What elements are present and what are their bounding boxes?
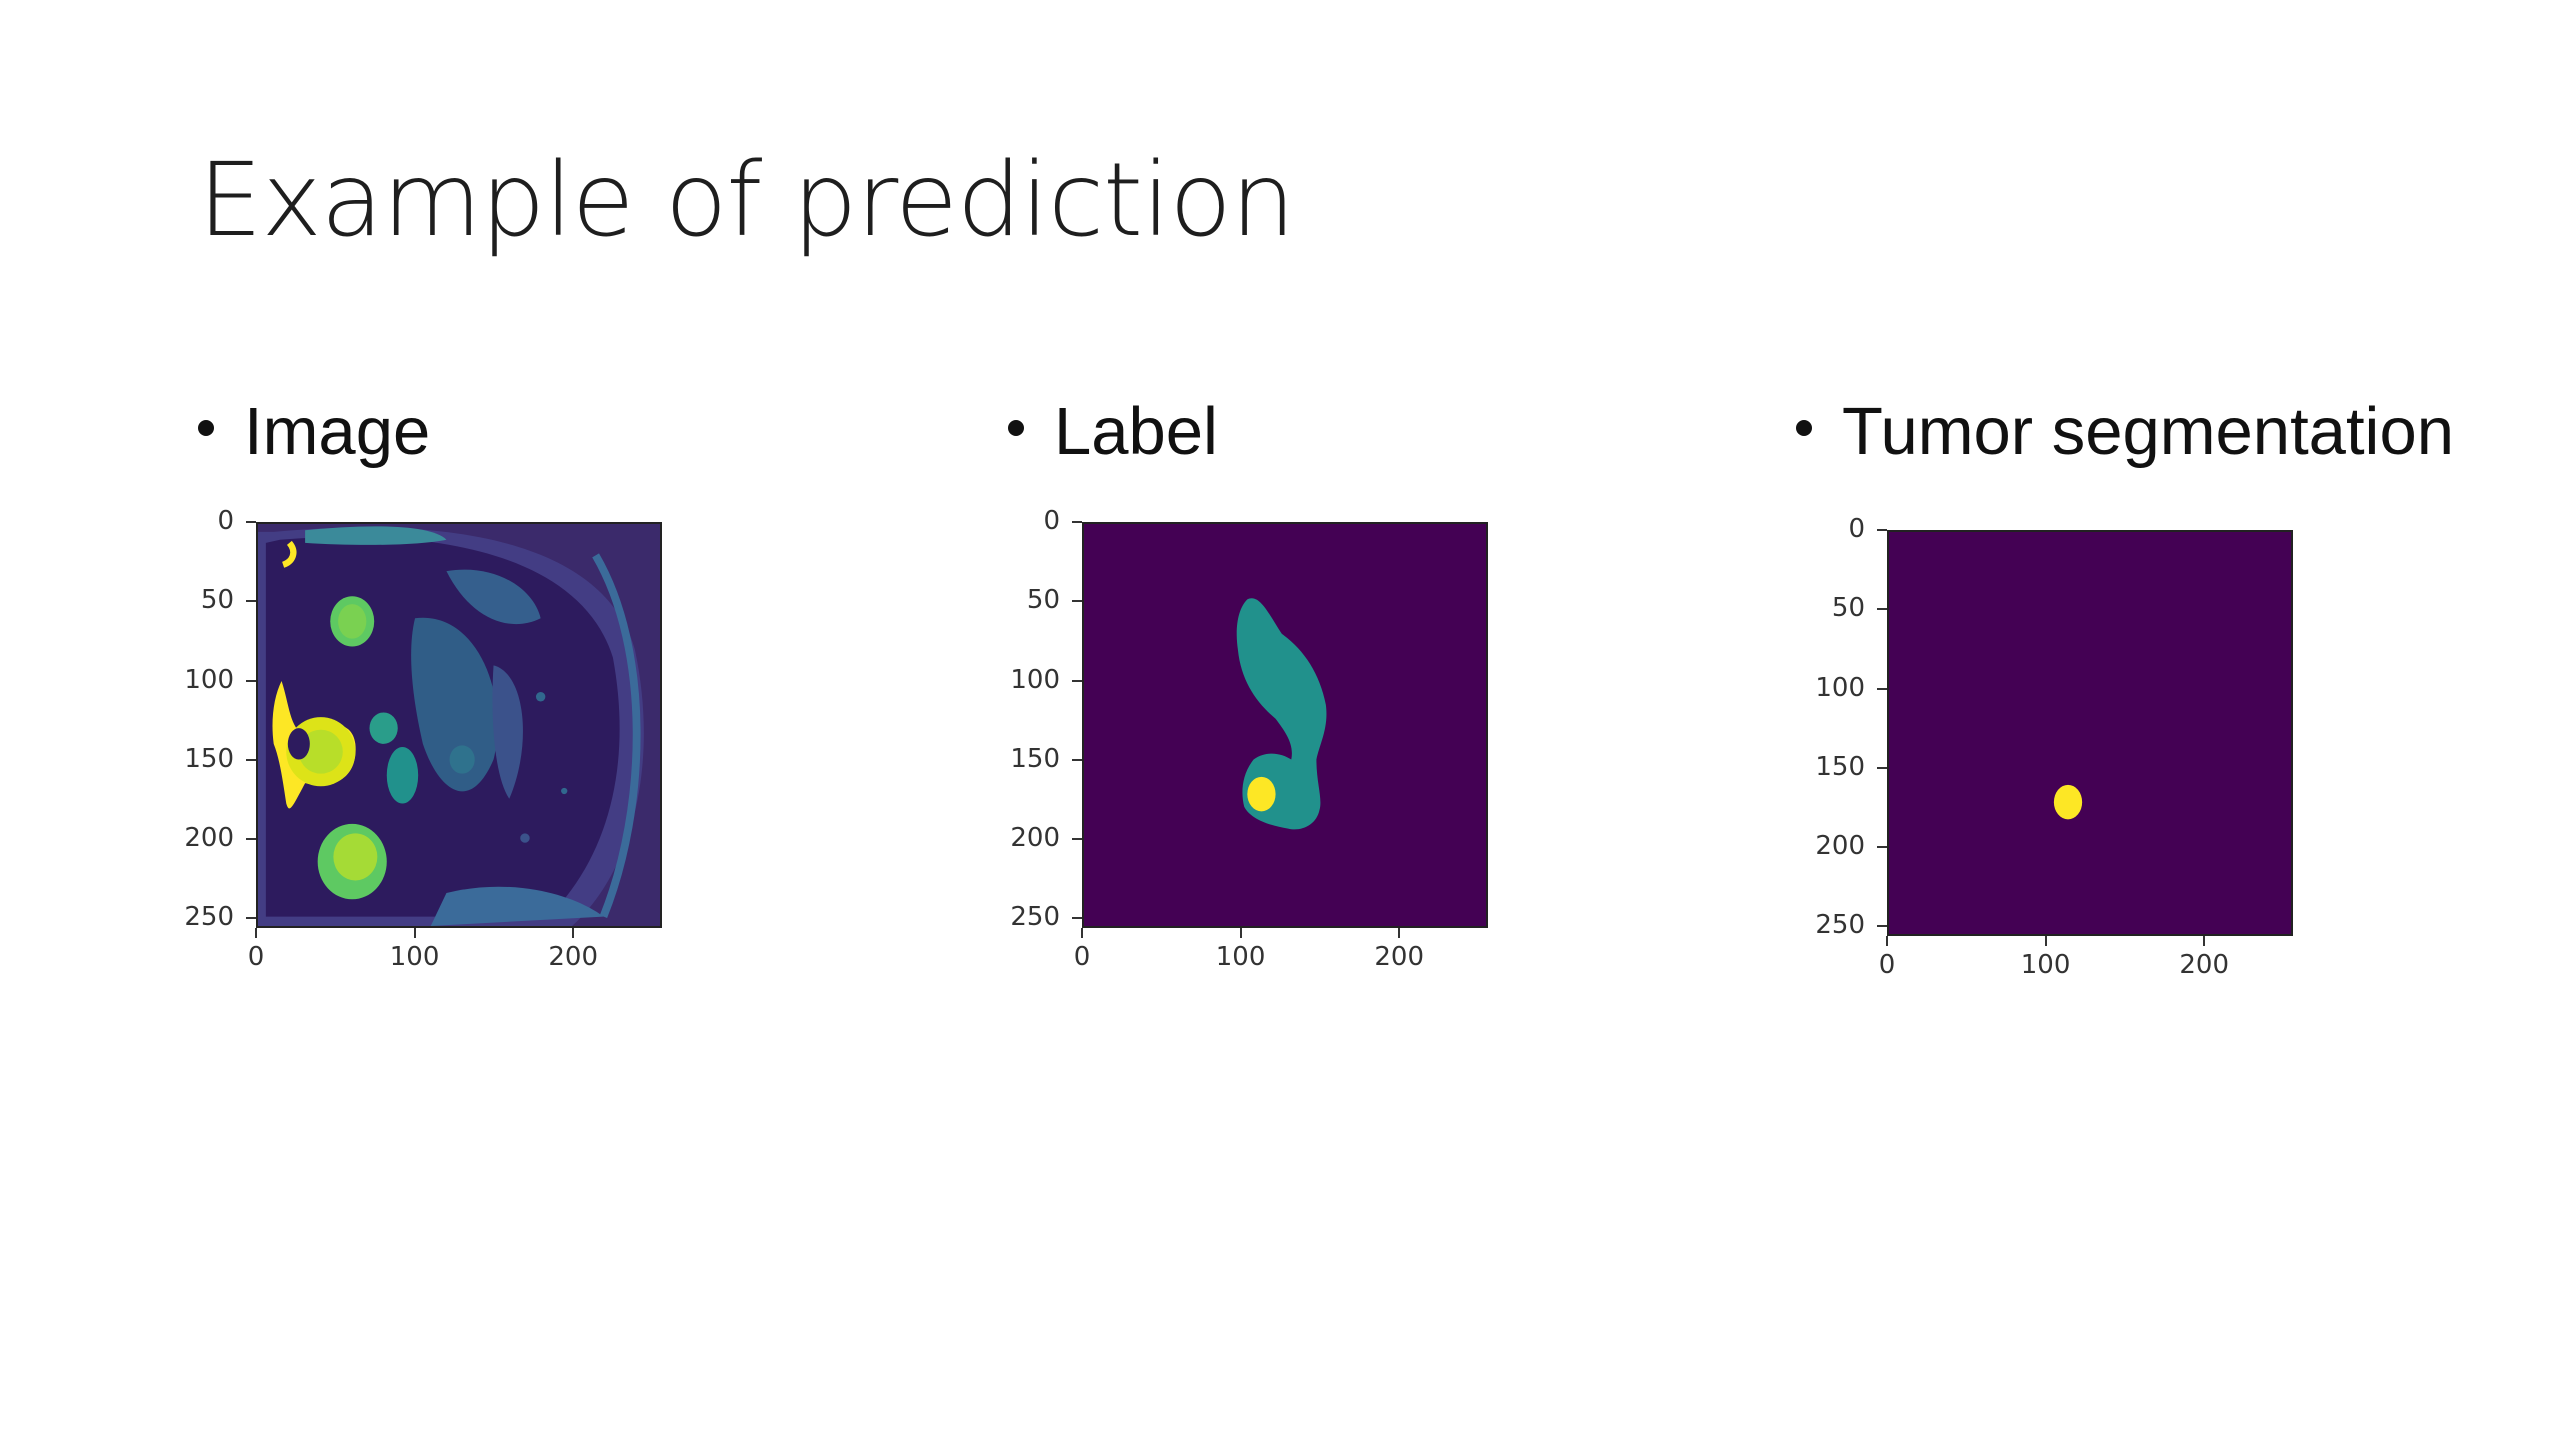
y-tick-mark <box>1072 600 1082 603</box>
slide-title: Example of prediction <box>198 141 1295 260</box>
y-tick-mark <box>1877 766 1887 769</box>
x-tick-mark <box>1886 936 1888 946</box>
y-tick-label: 0 <box>1848 514 1865 544</box>
y-tick-label: 250 <box>184 902 234 933</box>
bullet-tumor-segmentation: Tumor segmentation <box>1796 398 2454 465</box>
x-tick-label: 100 <box>2020 950 2071 980</box>
y-tick-label: 250 <box>1010 902 1060 933</box>
y-tick-label: 150 <box>1815 751 1865 782</box>
y-tick-mark <box>246 521 256 523</box>
bullet-dot-icon <box>1008 419 1024 436</box>
y-tick-label: 200 <box>1010 823 1060 854</box>
x-tick-label: 100 <box>1215 942 1266 972</box>
y-tick-mark <box>246 838 256 841</box>
y-tick-label: 50 <box>1026 585 1060 616</box>
y-tick-mark <box>246 917 256 920</box>
y-tick-mark <box>246 679 256 682</box>
y-tick-label: 150 <box>184 743 234 774</box>
y-tick-mark <box>246 758 256 761</box>
x-tick-mark <box>413 928 416 938</box>
x-tick-label: 200 <box>548 942 598 972</box>
label-mask-frame <box>1082 522 1488 928</box>
ct-image-frame <box>256 522 662 928</box>
y-tick-label: 50 <box>200 585 234 616</box>
y-tick-label: 100 <box>1815 672 1865 703</box>
bullet-dot-icon <box>1796 419 1812 436</box>
y-tick-label: 0 <box>1043 506 1060 536</box>
x-tick-label: 200 <box>1374 942 1424 972</box>
label-mask-image <box>1084 524 1486 926</box>
y-tick-mark <box>1877 925 1887 928</box>
y-tick-label: 250 <box>1815 910 1865 941</box>
ct-scan-image <box>258 524 660 926</box>
y-tick-label: 100 <box>184 664 234 695</box>
y-tick-mark <box>1072 679 1082 682</box>
x-tick-label: 0 <box>1073 942 1091 972</box>
x-tick-mark <box>2203 936 2206 946</box>
y-tick-label: 200 <box>184 823 234 854</box>
y-tick-mark <box>1072 838 1082 841</box>
y-tick-mark <box>1877 687 1887 690</box>
segmentation-image <box>1889 532 2291 934</box>
y-tick-label: 200 <box>1815 831 1865 862</box>
y-tick-mark <box>246 600 256 603</box>
y-tick-label: 150 <box>1010 743 1060 774</box>
bullet-label: Tumor segmentation <box>1842 394 2454 469</box>
x-tick-mark <box>1081 928 1083 938</box>
y-tick-mark <box>1072 758 1082 761</box>
x-tick-label: 200 <box>2179 950 2229 980</box>
y-tick-mark <box>1072 521 1082 523</box>
bullet-image: Image <box>198 398 430 465</box>
bullet-label: Label <box>1054 394 1218 469</box>
y-tick-mark <box>1877 846 1887 849</box>
x-tick-label: 0 <box>247 942 265 972</box>
x-tick-mark <box>1398 928 1401 938</box>
bullet-label: Image <box>244 394 431 469</box>
y-tick-mark <box>1877 608 1887 611</box>
x-tick-mark <box>1239 928 1242 938</box>
x-tick-label: 0 <box>1878 950 1896 980</box>
y-tick-mark <box>1072 917 1082 920</box>
bullet-label-item: Label <box>1008 398 1218 465</box>
bullet-dot-icon <box>198 419 214 436</box>
segmentation-frame <box>1887 530 2293 936</box>
x-tick-mark <box>2044 936 2047 946</box>
y-tick-mark <box>1877 529 1887 531</box>
x-tick-label: 100 <box>389 942 440 972</box>
x-tick-mark <box>255 928 257 938</box>
y-tick-label: 50 <box>1831 593 1865 624</box>
y-tick-label: 100 <box>1010 664 1060 695</box>
y-tick-label: 0 <box>217 506 234 536</box>
x-tick-mark <box>572 928 575 938</box>
